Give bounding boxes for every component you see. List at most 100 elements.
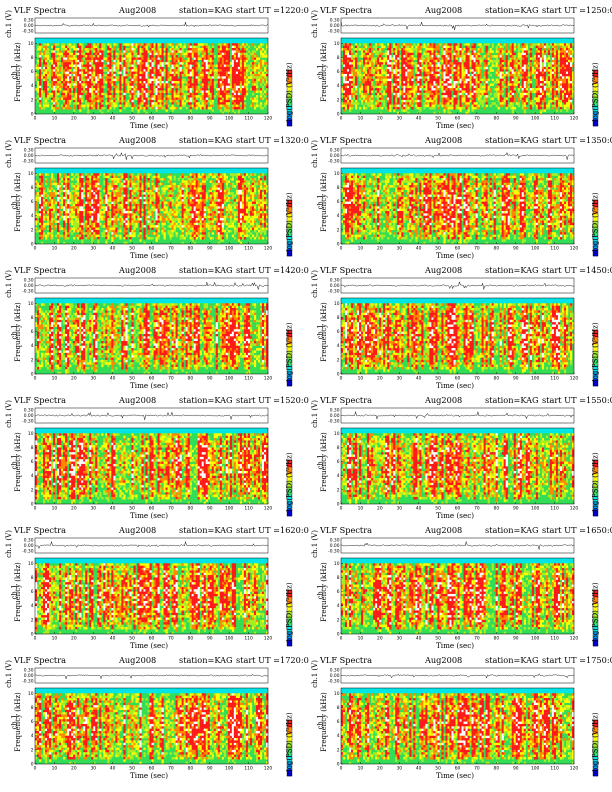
x-tick-label: 10 xyxy=(358,766,364,772)
x-tick-label: 60 xyxy=(455,376,461,382)
waveform-tick-label: -0.30 xyxy=(22,288,34,294)
x-tick-label: 120 xyxy=(264,506,273,512)
spectrogram-top-band xyxy=(341,558,574,564)
x-tick-label: 100 xyxy=(531,376,540,382)
y-tick-label: 8 xyxy=(31,445,34,451)
x-tick-label: 110 xyxy=(244,766,253,772)
panel-date: Aug2008 xyxy=(119,266,156,275)
colorbar-segment xyxy=(593,632,598,640)
x-tick-label: 30 xyxy=(90,246,96,252)
x-tick-label: 100 xyxy=(531,506,540,512)
x-tick-label: 20 xyxy=(377,506,383,512)
colorbar-segment xyxy=(287,597,292,605)
x-tick-label: 50 xyxy=(435,246,441,252)
x-tick-label: 90 xyxy=(513,636,519,642)
colorbar-segment xyxy=(593,207,598,215)
colorbar-segment xyxy=(287,481,292,489)
panel-date: Aug2008 xyxy=(425,6,462,15)
colorbar-segment xyxy=(593,741,598,749)
x-tick-label: 40 xyxy=(110,636,116,642)
x-tick-label: 30 xyxy=(90,636,96,642)
y-tick-label: 0 xyxy=(31,112,34,118)
y-tick-label: 6 xyxy=(31,199,34,205)
x-tick-label: 80 xyxy=(188,376,194,382)
y-tick-label: 2 xyxy=(31,747,34,753)
waveform-tick-label: 0.30 xyxy=(330,407,340,413)
x-tick-label: 80 xyxy=(494,246,500,252)
y-tick-label: 0 xyxy=(31,502,34,508)
spectrogram-panel: VLF Spectra Aug2008 station=KAG start UT =1… xyxy=(4,396,309,523)
x-tick-label: 100 xyxy=(531,246,540,252)
colorbar-segment xyxy=(287,228,292,236)
panel-station: station=KAG xyxy=(485,526,539,535)
spectrogram-ylabel: Frequency (kHz) xyxy=(320,692,328,752)
spectrogram-top-band xyxy=(35,38,268,44)
x-tick-label: 80 xyxy=(188,246,194,252)
x-tick-label: 50 xyxy=(435,636,441,642)
x-tick-label: 110 xyxy=(244,506,253,512)
spectrogram-ylabel: Frequency (kHz) xyxy=(320,42,328,102)
colorbar-segment xyxy=(593,488,598,496)
x-tick-label: 70 xyxy=(168,116,174,122)
y-tick-label: 2 xyxy=(337,227,340,233)
x-tick-label: 0 xyxy=(34,246,37,252)
panel-station: station=KAG xyxy=(485,266,539,275)
y-tick-label: 6 xyxy=(337,329,340,335)
y-tick-label: 4 xyxy=(31,733,34,739)
colorbar-label: log(PSD) (V²/Hz) xyxy=(592,322,600,381)
waveform-trace xyxy=(34,281,269,290)
y-tick-label: 4 xyxy=(31,473,34,479)
colorbar-segment xyxy=(593,509,598,517)
waveform-tick-label: -0.30 xyxy=(328,678,340,684)
x-tick-label: 60 xyxy=(455,766,461,772)
y-tick-label: 4 xyxy=(337,213,340,219)
x-tick-label: 40 xyxy=(110,116,116,122)
colorbar-segment xyxy=(287,119,292,127)
panel-start: start UT =1520:0 xyxy=(236,396,309,405)
y-tick-label: 2 xyxy=(337,747,340,753)
y-tick-label: 10 xyxy=(28,561,34,567)
y-tick-label: 6 xyxy=(337,459,340,465)
colorbar-segment xyxy=(287,379,292,387)
x-tick-label: 0 xyxy=(340,636,343,642)
colorbar-segment xyxy=(287,221,292,229)
x-tick-label: 20 xyxy=(71,116,77,122)
y-tick-label: 6 xyxy=(337,589,340,595)
x-tick-label: 50 xyxy=(435,766,441,772)
y-tick-label: 2 xyxy=(31,357,34,363)
waveform-ylabel: ch.1 (V) xyxy=(311,400,319,428)
waveform-trace xyxy=(341,541,575,550)
waveform-tick-label: 0.30 xyxy=(330,17,340,23)
x-tick-label: 60 xyxy=(149,506,155,512)
x-tick-label: 70 xyxy=(168,376,174,382)
y-tick-label: 0 xyxy=(31,372,34,378)
x-tick-label: 40 xyxy=(416,636,422,642)
spectrogram-top-band xyxy=(341,168,574,174)
x-tick-label: 70 xyxy=(474,246,480,252)
panel-title: VLF Spectra xyxy=(320,396,372,405)
spectrogram-panel: VLF Spectra Aug2008 station=KAG start UT =1… xyxy=(310,266,612,393)
colorbar-segment xyxy=(287,625,292,633)
panel-start: start UT =1550:0 xyxy=(542,396,612,405)
y-tick-label: 6 xyxy=(31,329,34,335)
panel-title: VLF Spectra xyxy=(14,6,66,15)
y-tick-label: 4 xyxy=(31,83,34,89)
x-tick-label: 110 xyxy=(550,116,559,122)
x-tick-label: 120 xyxy=(264,766,273,772)
x-tick-label: 110 xyxy=(550,376,559,382)
y-tick-label: 0 xyxy=(337,372,340,378)
colorbar-label: log(PSD) (V²/Hz) xyxy=(286,62,294,121)
y-tick-label: 4 xyxy=(337,473,340,479)
waveform-trace xyxy=(34,152,269,160)
colorbar-segment xyxy=(287,741,292,749)
x-tick-label: 70 xyxy=(474,116,480,122)
y-tick-label: 8 xyxy=(337,575,340,581)
x-tick-label: 30 xyxy=(396,116,402,122)
y-tick-label: 10 xyxy=(28,171,34,177)
spectrogram-cells xyxy=(35,173,269,245)
y-tick-label: 10 xyxy=(28,431,34,437)
